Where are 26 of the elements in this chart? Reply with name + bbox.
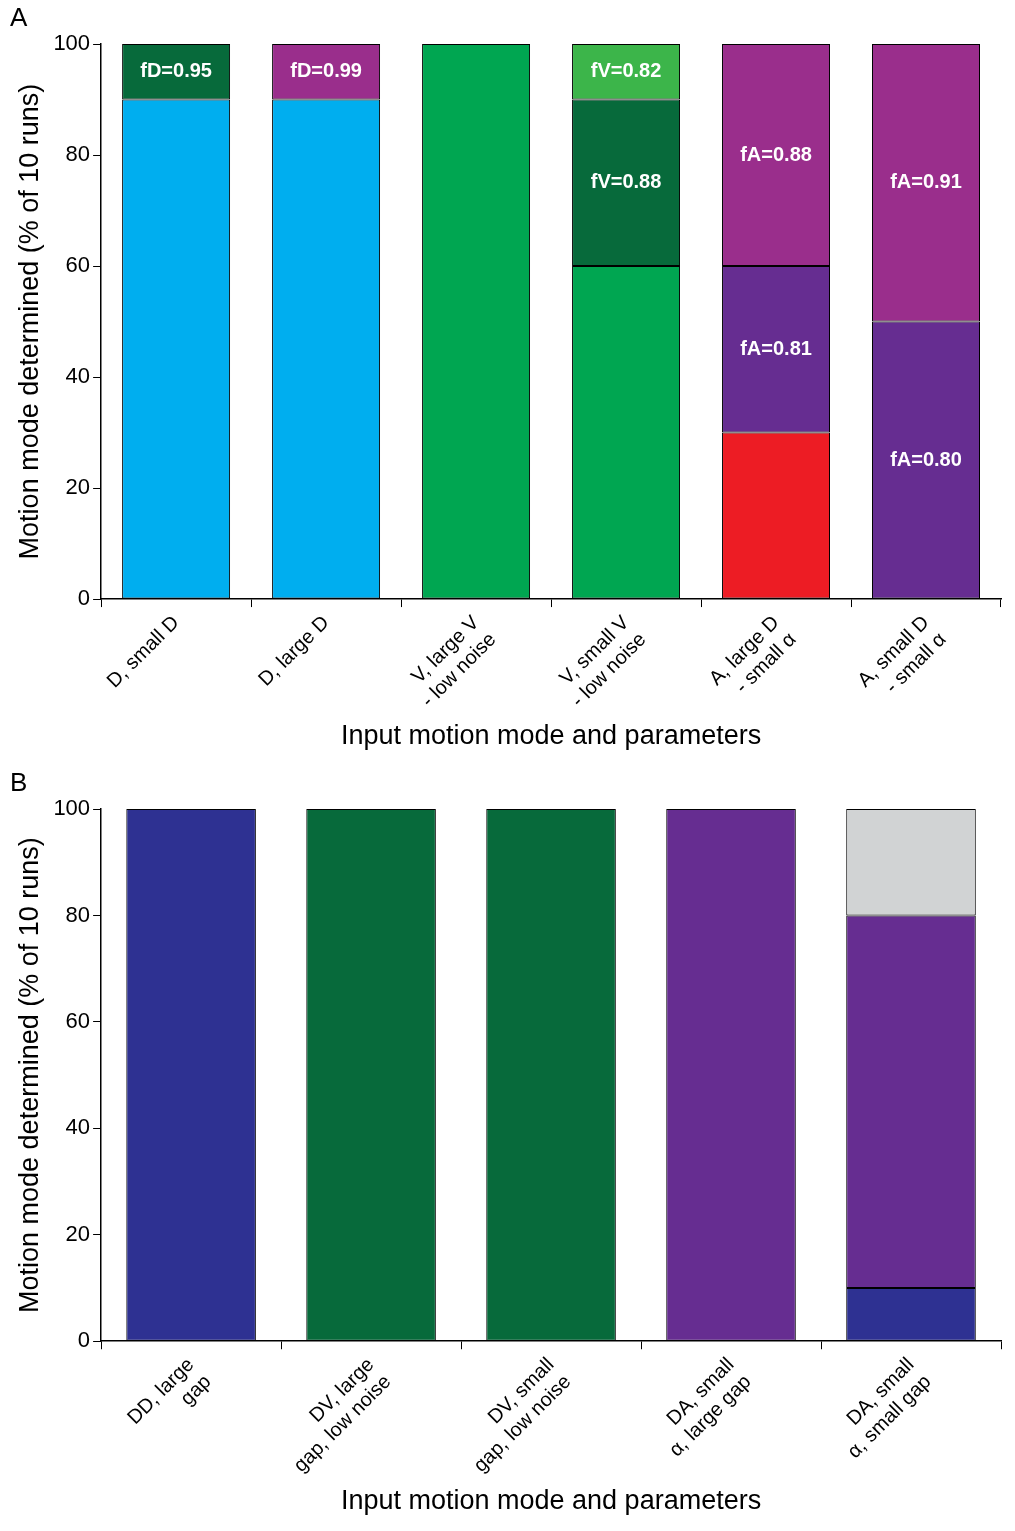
- y-tick-label: 20: [65, 474, 91, 500]
- y-axis-title: Motion mode determined (% of 10 runs): [13, 83, 44, 560]
- y-tick-label: 60: [65, 1007, 91, 1033]
- y-tick-label: 40: [65, 1114, 91, 1140]
- y-tick-label: 100: [53, 30, 91, 56]
- x-axis-title: Input motion mode and parameters: [340, 1485, 762, 1516]
- y-tick-label: 40: [65, 363, 91, 389]
- annotation: fA=0.81: [740, 336, 812, 359]
- annotation: fD=0.99: [290, 59, 362, 82]
- annotation: fV=0.88: [590, 170, 662, 193]
- text: A: [10, 2, 28, 33]
- y-tick-label: 0: [77, 1327, 91, 1353]
- y-tick-label: 60: [65, 252, 91, 278]
- annotation: fA=0.88: [740, 142, 812, 165]
- annotation: fA=0.91: [890, 170, 962, 193]
- annotation: fD=0.95: [140, 59, 212, 82]
- annotation: fV=0.82: [590, 59, 662, 82]
- text: B: [10, 767, 28, 798]
- y-axis-title: Motion mode determined (% of 10 runs): [13, 837, 44, 1313]
- y-tick-label: 20: [65, 1220, 91, 1246]
- y-tick-label: 0: [77, 585, 91, 611]
- annotation: fA=0.80: [890, 447, 962, 470]
- y-tick-label: 80: [65, 141, 91, 167]
- x-axis-title: Input motion mode and parameters: [340, 720, 762, 751]
- y-tick-label: 80: [65, 901, 91, 927]
- y-tick-label: 100: [53, 795, 91, 821]
